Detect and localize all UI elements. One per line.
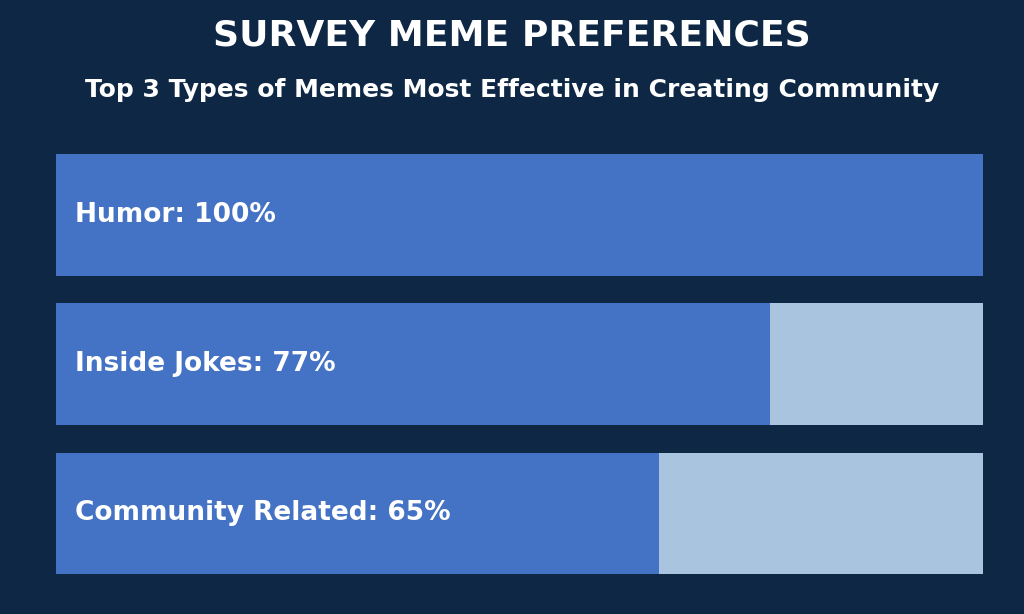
Bar: [56, 453, 983, 575]
Text: SURVEY MEME PREFERENCES: SURVEY MEME PREFERENCES: [213, 19, 811, 53]
Bar: [56, 154, 983, 276]
Text: Community Related: 65%: Community Related: 65%: [75, 500, 451, 526]
Bar: [56, 303, 983, 426]
Bar: [56, 453, 658, 575]
Bar: [56, 303, 770, 426]
Bar: [56, 154, 983, 276]
Text: Humor: 100%: Humor: 100%: [75, 202, 275, 228]
Text: Top 3 Types of Memes Most Effective in Creating Community: Top 3 Types of Memes Most Effective in C…: [85, 78, 939, 102]
Text: Inside Jokes: 77%: Inside Jokes: 77%: [75, 351, 336, 378]
